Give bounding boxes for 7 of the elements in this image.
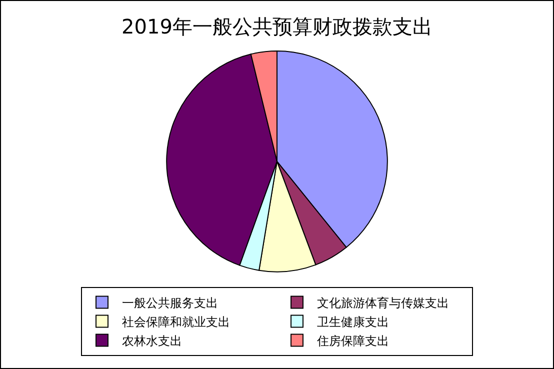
legend-label: 住房保障支出 (316, 334, 389, 348)
legend-label: 一般公共服务支出 (122, 296, 218, 310)
legend-label: 农林水支出 (122, 334, 182, 348)
legend-label: 社会保障和就业支出 (122, 314, 230, 329)
legend-label: 卫生健康支出 (317, 314, 389, 329)
chart-title: 2019年一般公共预算财政拨款支出 (122, 14, 432, 38)
legend-label: 文化旅游体育与传媒支出 (317, 296, 449, 310)
